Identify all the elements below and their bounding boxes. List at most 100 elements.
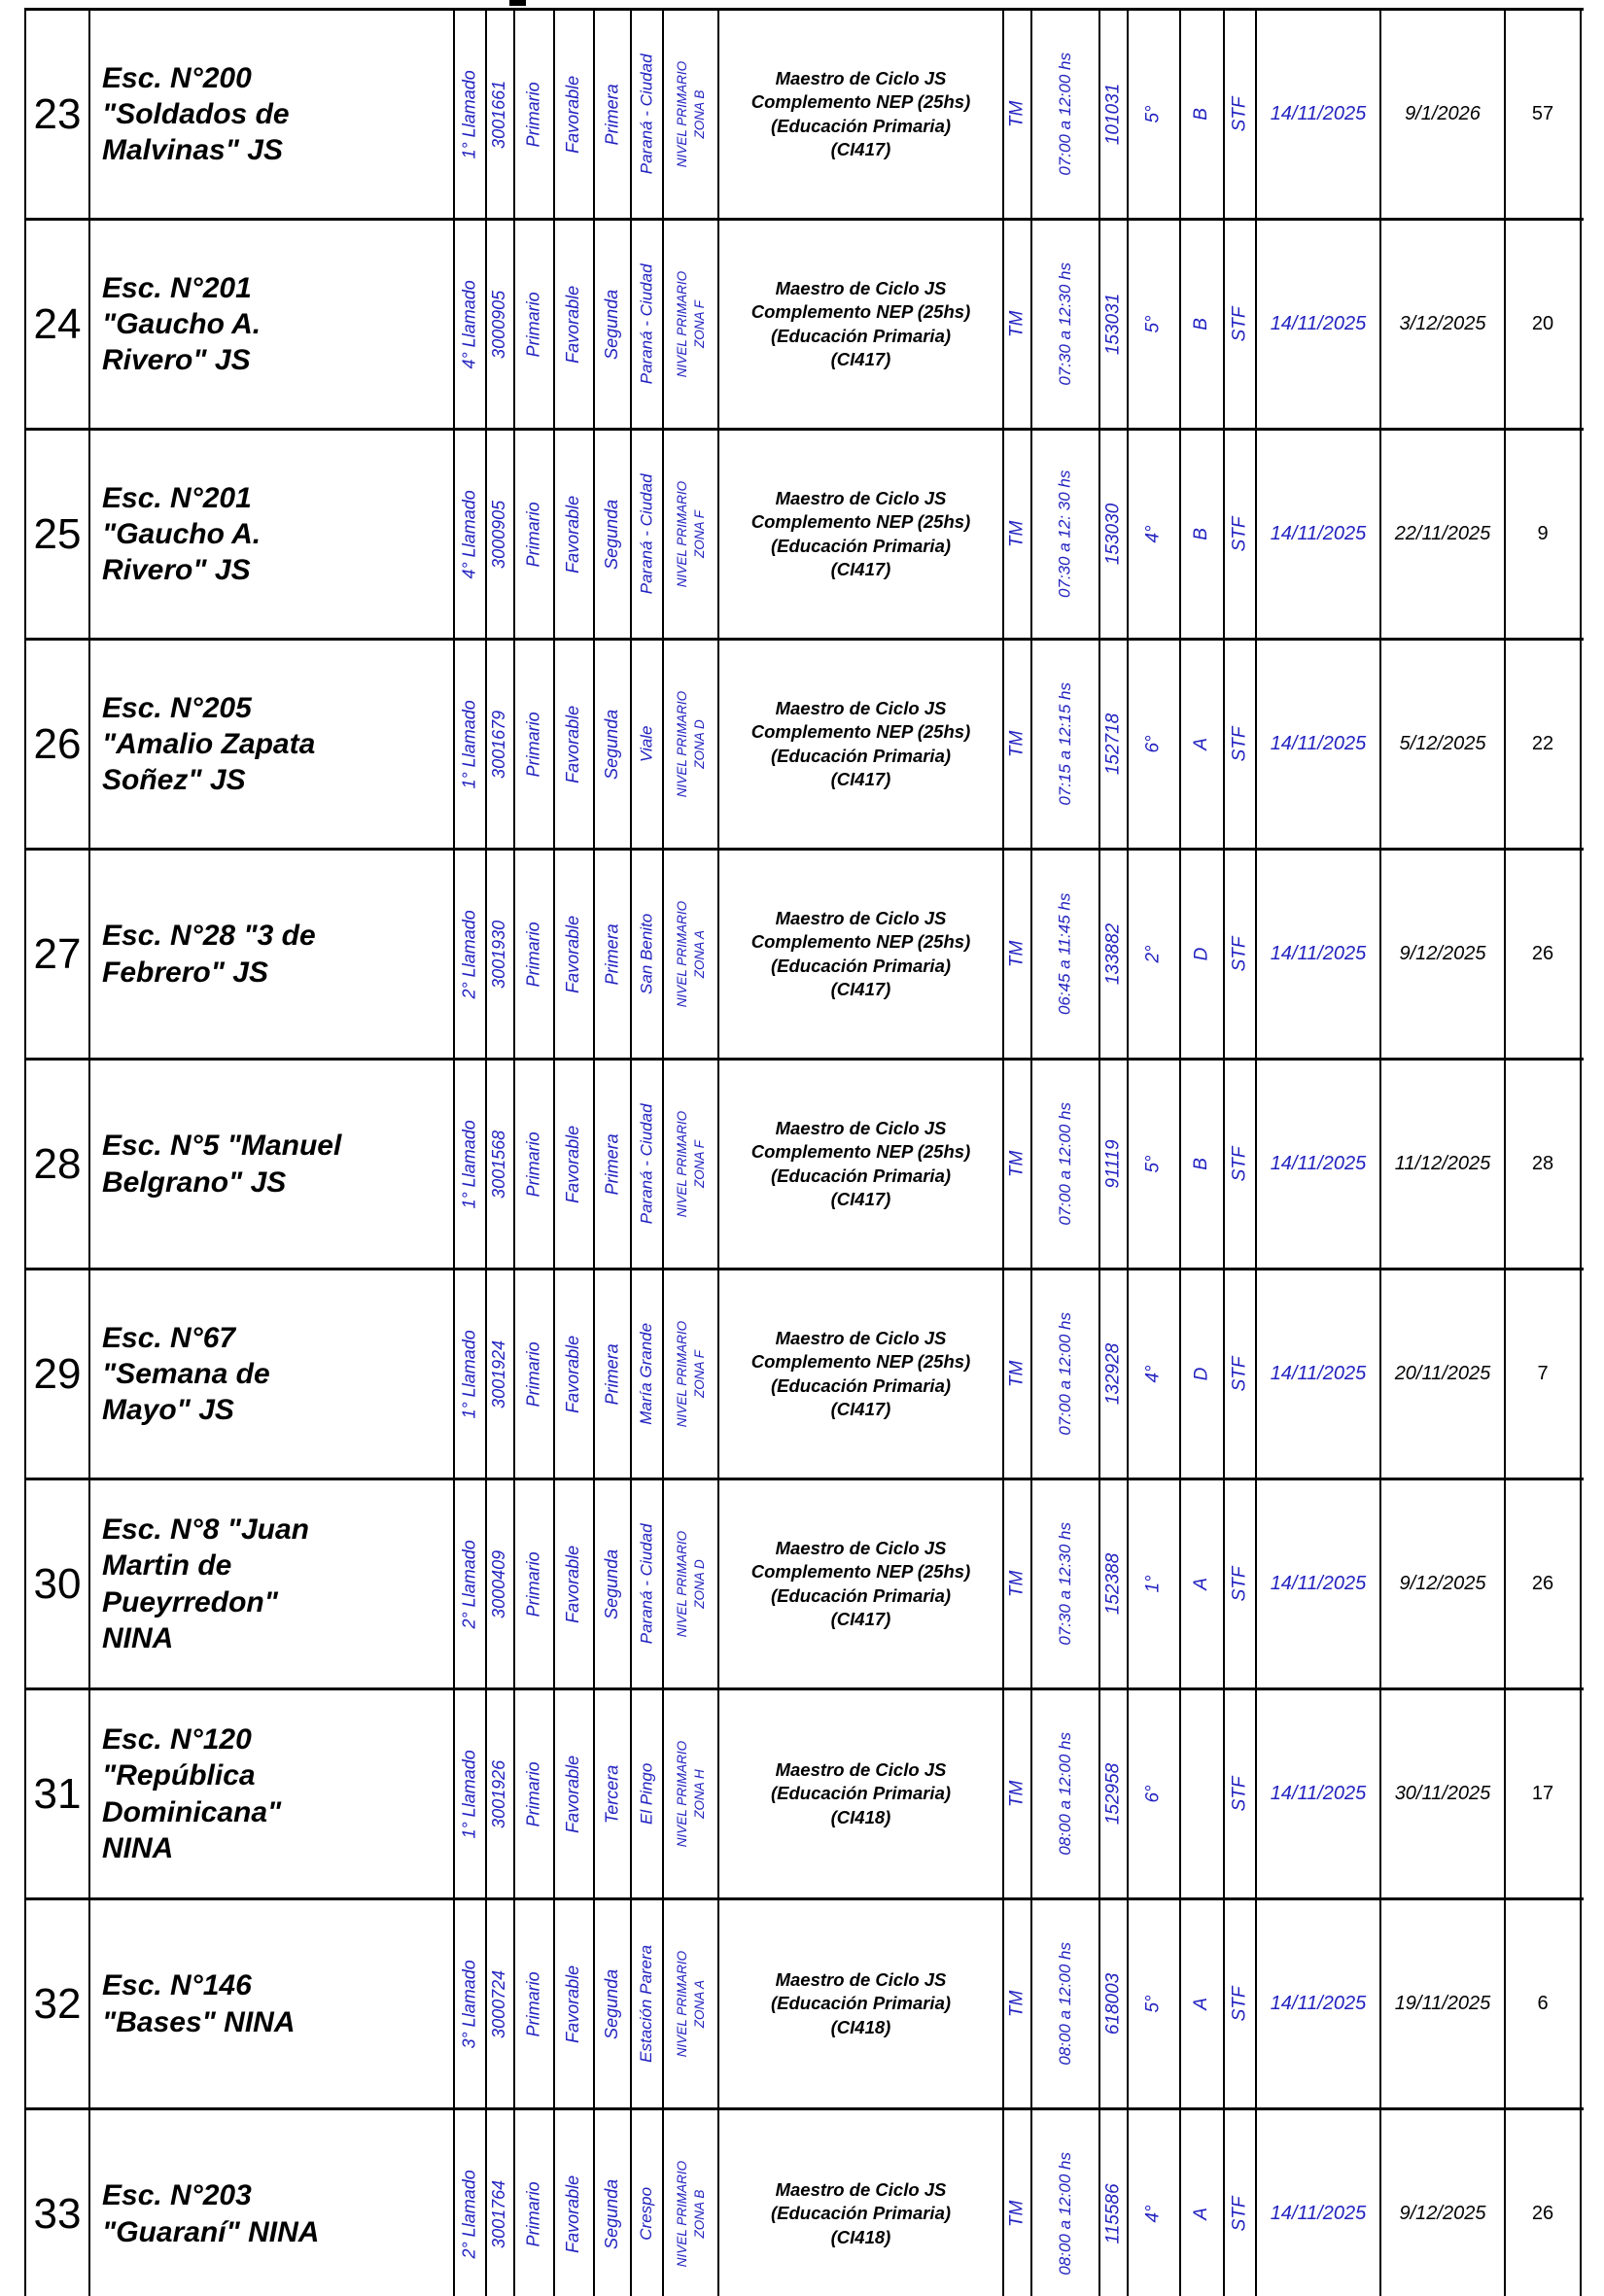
start-date-cell: 14/11/2025 <box>1257 1480 1381 1687</box>
category-label: Segunda <box>602 709 622 780</box>
llamado-cell: 3° Llamado <box>455 1900 487 2107</box>
shift-cell: TM <box>1004 2110 1032 2296</box>
end-date: 9/1/2026 <box>1405 103 1481 124</box>
table-body: 23 Esc. N°200 "Soldados de Malvinas" JS … <box>26 11 1584 2296</box>
llamado-cell: 2° Llamado <box>455 1480 487 1687</box>
zone-label: NIVEL PRIMARIO ZONA F <box>674 1110 707 1218</box>
vacancy-code-cell: 3000905 <box>487 431 515 638</box>
pof-number-cell: 153031 <box>1100 221 1129 428</box>
locality-cell: María Grande <box>632 1270 664 1478</box>
start-date-cell: 14/11/2025 <box>1257 851 1381 1058</box>
end-date: 9/12/2025 <box>1399 1573 1486 1594</box>
schedule-label: 07:30 a 12:30 hs <box>1055 262 1074 386</box>
character-label: STF <box>1229 1566 1250 1602</box>
section-cell: A <box>1181 1900 1225 2107</box>
cropped-text-remnant <box>509 0 526 6</box>
position-description: Maestro de Ciclo JS (Educación Primaria)… <box>770 2178 952 2247</box>
llamado-label: 4° Llamado <box>459 489 479 579</box>
level-cell: Primario <box>515 641 555 848</box>
days-count: 26 <box>1531 2203 1554 2224</box>
level-cell: Primario <box>515 2110 555 2296</box>
end-date-cell: 20/11/2025 <box>1381 1270 1506 1478</box>
zone-cell: NIVEL PRIMARIO ZONA F <box>664 1270 719 1478</box>
school-name-cell: Esc. N°8 "Juan Martin de Pueyrredon" NIN… <box>90 1480 455 1687</box>
start-date: 14/11/2025 <box>1270 1153 1367 1174</box>
section-label: D <box>1191 947 1212 961</box>
locality-cell: Crespo <box>632 2110 664 2296</box>
zone-cell: NIVEL PRIMARIO ZONA D <box>664 1480 719 1687</box>
schedule-label: 08:00 a 12:00 hs <box>1055 2152 1074 2276</box>
zone-cell: NIVEL PRIMARIO ZONA F <box>664 1061 719 1268</box>
locality-label: El Pingo <box>637 1762 656 1826</box>
locality-cell: Paraná - Ciudad <box>632 1061 664 1268</box>
pof-number: 132928 <box>1102 1342 1124 1406</box>
pof-number-cell: 101031 <box>1100 11 1129 218</box>
grade-cell: 6° <box>1129 641 1181 848</box>
section-cell: D <box>1181 851 1225 1058</box>
pof-number: 152718 <box>1102 713 1124 776</box>
shift-cell: TM <box>1004 431 1032 638</box>
category-label: Segunda <box>602 1968 622 2039</box>
zone-label: NIVEL PRIMARIO ZONA F <box>674 480 707 588</box>
school-name-cell: Esc. N°205 "Amalio Zapata Soñez" JS <box>90 641 455 848</box>
schedule-label: 07:30 a 12: 30 hs <box>1055 470 1074 599</box>
days-count-cell: 26 <box>1506 851 1582 1058</box>
assignments-table: 23 Esc. N°200 "Soldados de Malvinas" JS … <box>24 8 1584 2296</box>
level-label: Primario <box>523 501 543 567</box>
zone-cell: NIVEL PRIMARIO ZONA A <box>664 1900 719 2107</box>
days-count-cell: 9 <box>1506 431 1582 638</box>
llamado-cell: 1° Llamado <box>455 1270 487 1478</box>
llamado-cell: 1° Llamado <box>455 1690 487 1897</box>
row-number-cell: 28 <box>26 1061 90 1268</box>
row-number: 27 <box>33 929 82 978</box>
concept-cell: Favorable <box>555 1270 595 1478</box>
section-label: D <box>1191 1367 1212 1381</box>
start-date-cell: 14/11/2025 <box>1257 431 1381 638</box>
section-label: A <box>1191 2208 1212 2220</box>
locality-cell: Paraná - Ciudad <box>632 11 664 218</box>
llamado-label: 1° Llamado <box>459 699 479 789</box>
days-count: 22 <box>1531 733 1554 754</box>
days-count-cell: 6 <box>1506 1900 1582 2107</box>
locality-cell: Paraná - Ciudad <box>632 221 664 428</box>
character-cell: STF <box>1225 1061 1257 1268</box>
row-number: 31 <box>33 1769 82 1818</box>
level-label: Primario <box>523 1550 543 1617</box>
schedule-cell: 07:00 a 12:00 hs <box>1032 1061 1100 1268</box>
category-cell: Primera <box>595 851 632 1058</box>
start-date: 14/11/2025 <box>1270 313 1367 334</box>
schedule-label: 07:00 a 12:00 hs <box>1055 52 1074 176</box>
zone-label: NIVEL PRIMARIO ZONA D <box>674 1530 707 1638</box>
pof-number: 101031 <box>1102 83 1124 146</box>
vacancy-code: 3001930 <box>489 920 509 989</box>
concept-label: Favorable <box>563 285 583 364</box>
days-count-cell: 17 <box>1506 1690 1582 1897</box>
locality-cell: Estación Parera <box>632 1900 664 2107</box>
level-label: Primario <box>523 291 543 357</box>
concept-label: Favorable <box>563 915 583 993</box>
pof-number-cell: 618003 <box>1100 1900 1129 2107</box>
end-date-cell: 11/12/2025 <box>1381 1061 1506 1268</box>
character-label: STF <box>1229 1986 1250 2022</box>
row-number-cell: 24 <box>26 221 90 428</box>
llamado-label: 1° Llamado <box>459 1749 479 1839</box>
row-number: 23 <box>33 89 82 138</box>
days-count: 26 <box>1531 1573 1554 1594</box>
concept-cell: Favorable <box>555 221 595 428</box>
vacancy-code: 3000724 <box>489 1969 509 2038</box>
category-cell: Segunda <box>595 221 632 428</box>
position-description: Maestro de Ciclo JS Complemento NEP (25h… <box>750 1117 971 1209</box>
end-date-cell: 9/12/2025 <box>1381 2110 1506 2296</box>
category-cell: Tercera <box>595 1690 632 1897</box>
days-count-cell: 28 <box>1506 1061 1582 1268</box>
category-label: Primera <box>602 922 622 985</box>
locality-label: Paraná - Ciudad <box>637 1103 656 1225</box>
llamado-label: 3° Llamado <box>459 1959 479 2049</box>
school-name-cell: Esc. N°200 "Soldados de Malvinas" JS <box>90 11 455 218</box>
grade-cell: 2° <box>1129 851 1181 1058</box>
start-date: 14/11/2025 <box>1270 943 1367 964</box>
row-number: 24 <box>33 299 82 348</box>
schedule-label: 07:00 a 12:00 hs <box>1055 1312 1074 1436</box>
level-cell: Primario <box>515 221 555 428</box>
